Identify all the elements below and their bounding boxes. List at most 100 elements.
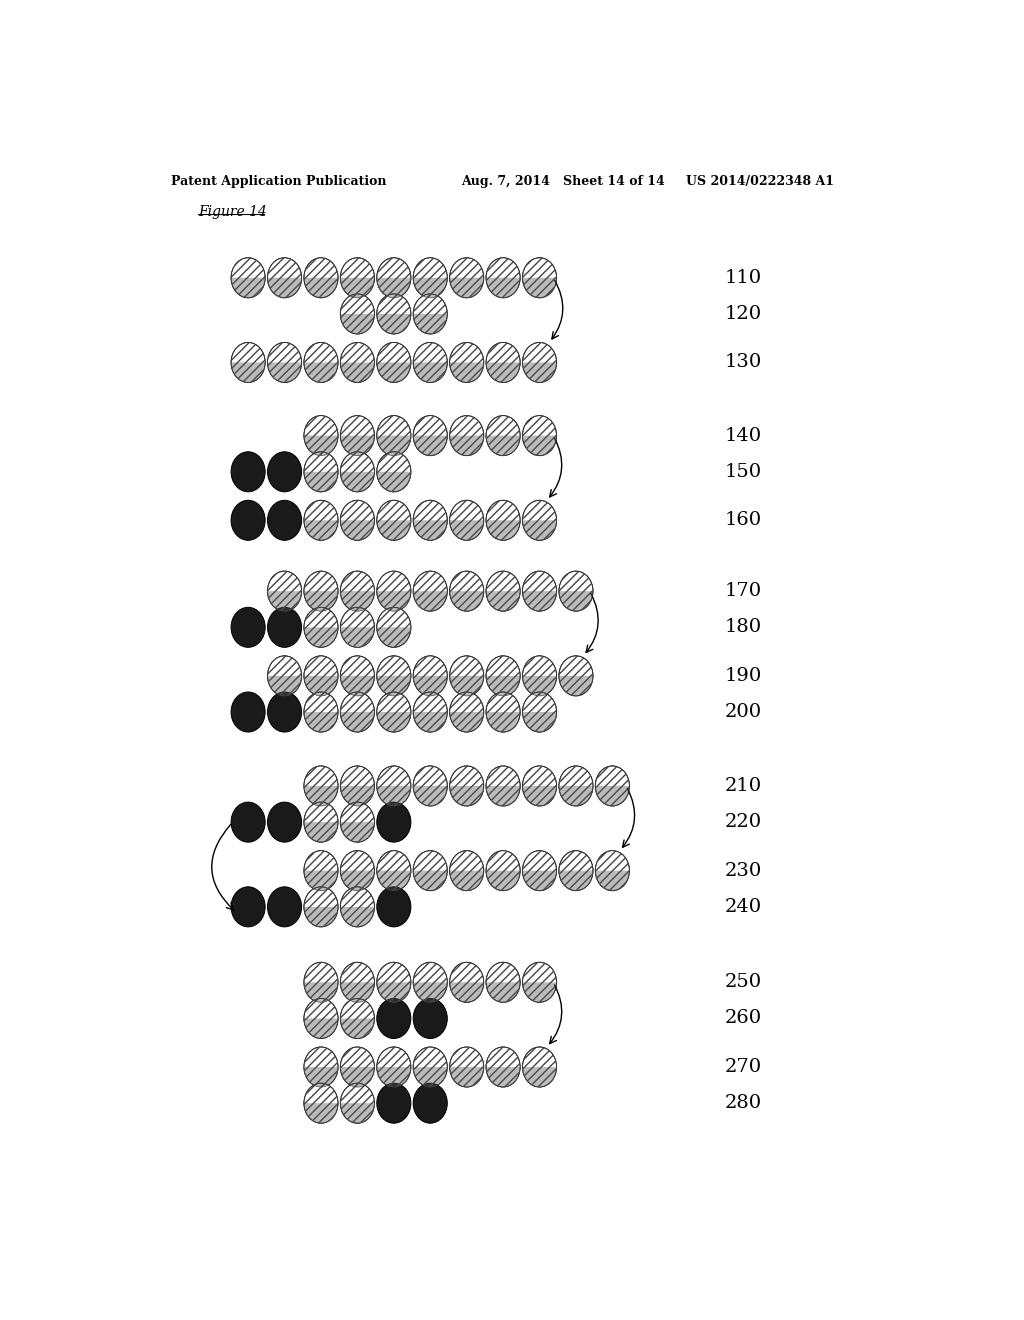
Ellipse shape	[522, 692, 557, 733]
Ellipse shape	[304, 342, 338, 383]
Wedge shape	[414, 591, 447, 611]
Text: 250: 250	[725, 973, 762, 991]
Ellipse shape	[595, 850, 630, 891]
Wedge shape	[340, 871, 375, 891]
Ellipse shape	[450, 342, 483, 383]
Ellipse shape	[231, 692, 265, 733]
Ellipse shape	[486, 257, 520, 298]
Ellipse shape	[486, 500, 520, 540]
Wedge shape	[377, 436, 411, 455]
Wedge shape	[377, 785, 411, 807]
Wedge shape	[486, 520, 520, 540]
Ellipse shape	[414, 572, 447, 611]
Ellipse shape	[414, 342, 447, 383]
Ellipse shape	[340, 572, 375, 611]
Ellipse shape	[414, 1047, 447, 1088]
Ellipse shape	[231, 257, 265, 298]
Wedge shape	[522, 436, 557, 455]
Ellipse shape	[340, 416, 375, 455]
Wedge shape	[340, 471, 375, 492]
Wedge shape	[486, 591, 520, 611]
Ellipse shape	[340, 692, 375, 733]
Ellipse shape	[522, 962, 557, 1002]
Text: 170: 170	[725, 582, 762, 601]
Ellipse shape	[340, 1084, 375, 1123]
Ellipse shape	[267, 692, 302, 733]
Wedge shape	[486, 363, 520, 383]
Ellipse shape	[522, 766, 557, 807]
Wedge shape	[304, 277, 338, 298]
Wedge shape	[340, 711, 375, 733]
Text: 200: 200	[725, 704, 762, 721]
Wedge shape	[486, 436, 520, 455]
Wedge shape	[304, 1019, 338, 1039]
Ellipse shape	[267, 500, 302, 540]
Ellipse shape	[559, 656, 593, 696]
Text: US 2014/0222348 A1: US 2014/0222348 A1	[686, 176, 834, 189]
Ellipse shape	[377, 451, 411, 492]
Text: 190: 190	[725, 667, 762, 685]
Ellipse shape	[377, 1084, 411, 1123]
Wedge shape	[414, 520, 447, 540]
Ellipse shape	[377, 656, 411, 696]
Ellipse shape	[340, 998, 375, 1039]
Wedge shape	[377, 871, 411, 891]
Ellipse shape	[450, 1047, 483, 1088]
Ellipse shape	[304, 1047, 338, 1088]
Ellipse shape	[304, 766, 338, 807]
Ellipse shape	[231, 500, 265, 540]
Ellipse shape	[414, 294, 447, 334]
Wedge shape	[340, 676, 375, 696]
Wedge shape	[522, 711, 557, 733]
Wedge shape	[340, 314, 375, 334]
Wedge shape	[414, 314, 447, 334]
Ellipse shape	[340, 257, 375, 298]
Ellipse shape	[340, 500, 375, 540]
Wedge shape	[304, 1067, 338, 1088]
Wedge shape	[377, 676, 411, 696]
Wedge shape	[304, 627, 338, 647]
Ellipse shape	[450, 416, 483, 455]
Text: 150: 150	[725, 463, 762, 480]
Wedge shape	[450, 520, 483, 540]
Wedge shape	[414, 871, 447, 891]
Ellipse shape	[414, 500, 447, 540]
Ellipse shape	[377, 416, 411, 455]
Ellipse shape	[340, 607, 375, 647]
Wedge shape	[414, 1067, 447, 1088]
Text: 180: 180	[725, 618, 762, 636]
Wedge shape	[340, 363, 375, 383]
Ellipse shape	[340, 887, 375, 927]
Ellipse shape	[377, 294, 411, 334]
Ellipse shape	[340, 803, 375, 842]
Wedge shape	[340, 982, 375, 1002]
Ellipse shape	[231, 803, 265, 842]
Ellipse shape	[486, 342, 520, 383]
Ellipse shape	[595, 766, 630, 807]
Ellipse shape	[450, 500, 483, 540]
Ellipse shape	[231, 342, 265, 383]
Text: 110: 110	[725, 269, 762, 286]
Wedge shape	[414, 363, 447, 383]
Wedge shape	[231, 277, 265, 298]
Ellipse shape	[559, 850, 593, 891]
Text: 240: 240	[725, 898, 762, 916]
Wedge shape	[267, 277, 302, 298]
Ellipse shape	[267, 572, 302, 611]
Wedge shape	[377, 314, 411, 334]
Ellipse shape	[450, 572, 483, 611]
Ellipse shape	[377, 998, 411, 1039]
Ellipse shape	[559, 766, 593, 807]
Wedge shape	[414, 277, 447, 298]
Wedge shape	[377, 1067, 411, 1088]
Ellipse shape	[267, 342, 302, 383]
Ellipse shape	[304, 803, 338, 842]
Wedge shape	[377, 982, 411, 1002]
Wedge shape	[414, 785, 447, 807]
Ellipse shape	[450, 257, 483, 298]
Ellipse shape	[450, 850, 483, 891]
Ellipse shape	[450, 962, 483, 1002]
Wedge shape	[486, 871, 520, 891]
Wedge shape	[231, 363, 265, 383]
Ellipse shape	[267, 451, 302, 492]
